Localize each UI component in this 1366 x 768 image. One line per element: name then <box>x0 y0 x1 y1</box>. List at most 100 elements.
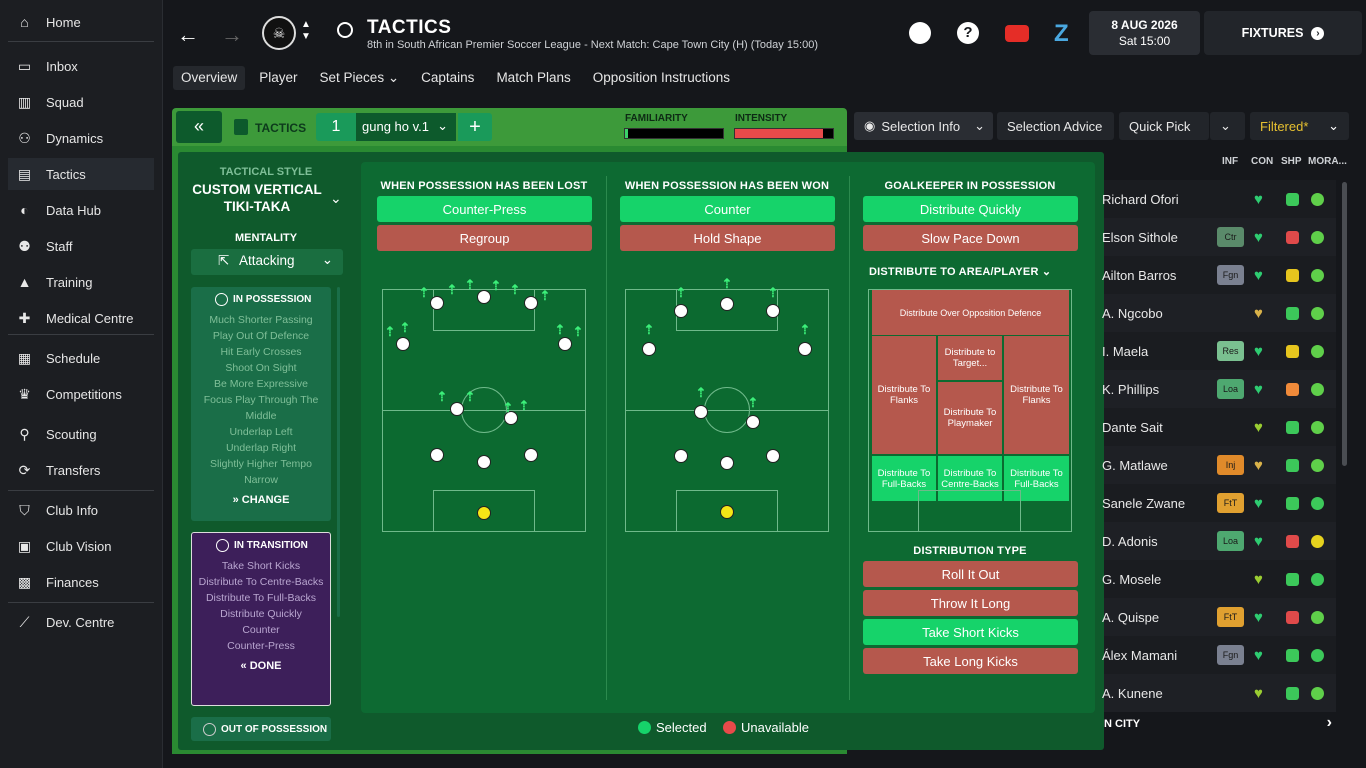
player-list-scrollbar[interactable] <box>1342 182 1347 466</box>
column-header[interactable]: SHP <box>1281 156 1302 167</box>
regroup-button[interactable]: Regroup <box>377 225 592 251</box>
sidebar-item-inbox[interactable]: ▭ Inbox <box>8 50 154 82</box>
sidebar-item-data-hub[interactable]: ◐ Data Hub <box>8 194 154 226</box>
tab-opposition-instructions[interactable]: Opposition Instructions <box>585 66 738 90</box>
sidebar-item-staff[interactable]: ⚉ Staff <box>8 230 154 262</box>
in-transition-box[interactable]: IN TRANSITION Take Short Kicks Distribute… <box>191 532 331 706</box>
table-row[interactable]: A. Kunene ♥ <box>1102 674 1336 712</box>
column-header[interactable]: MORA... <box>1308 156 1347 167</box>
tactical-style-name[interactable]: CUSTOM VERTICAL TIKI-TAKA <box>192 182 322 214</box>
zone-flanks-left[interactable]: Distribute To Flanks <box>872 336 936 454</box>
status-badge[interactable]: FtT <box>1217 607 1244 627</box>
status-badge[interactable]: Loa <box>1217 531 1244 551</box>
roll-it-out-button[interactable]: Roll It Out <box>863 561 1078 587</box>
out-of-possession-box[interactable]: OUT OF POSSESSION <box>191 717 331 741</box>
status-badge[interactable]: Inj <box>1217 455 1244 475</box>
table-row[interactable]: A. Quispe FtT ♥ <box>1102 598 1336 636</box>
counter-press-button[interactable]: Counter-Press <box>377 196 592 222</box>
status-badge[interactable]: Res <box>1217 341 1244 361</box>
zendesk-z-icon[interactable]: Z <box>1054 20 1069 47</box>
distribute-area-title[interactable]: DISTRIBUTE TO AREA/PLAYER ⌄ <box>869 265 1079 278</box>
tab-player[interactable]: Player <box>251 66 305 90</box>
status-badge[interactable]: Fgn <box>1217 265 1244 285</box>
crest-switch-icon[interactable]: ▲ ▼ <box>301 19 311 42</box>
sidebar-item-club-info[interactable]: ⛉ Club Info <box>8 494 154 526</box>
player-name[interactable]: A. Quispe <box>1102 609 1160 625</box>
table-row[interactable]: D. Adonis Loa ♥ <box>1102 522 1336 560</box>
sidebar-item-transfers[interactable]: ⟳ Transfers <box>8 454 154 486</box>
fixtures-button[interactable]: FIXTURES › <box>1204 11 1362 55</box>
quick-pick-button[interactable]: Quick Pick <box>1119 112 1209 140</box>
style-chevron-icon[interactable]: ⌄ <box>330 190 342 206</box>
table-row[interactable]: Richard Ofori ♥ <box>1102 180 1336 218</box>
player-name[interactable]: D. Adonis <box>1102 533 1158 549</box>
sidebar-item-club-vision[interactable]: ▣ Club Vision <box>8 530 154 562</box>
player-name[interactable]: Dante Sait <box>1102 419 1163 435</box>
player-name[interactable]: Elson Sithole <box>1102 229 1178 245</box>
tab-overview[interactable]: Overview <box>173 66 246 90</box>
mentality-dropdown[interactable]: ⇱ Attacking ⌄ <box>191 249 343 275</box>
tab-captains[interactable]: Captains <box>413 66 482 90</box>
take-short-kicks-button[interactable]: Take Short Kicks <box>863 619 1078 645</box>
help-icon[interactable]: ? <box>957 22 979 44</box>
throw-it-long-button[interactable]: Throw It Long <box>863 590 1078 616</box>
table-row[interactable]: Ailton Barros Fgn ♥ <box>1102 256 1336 294</box>
zone-fullbacks-right[interactable]: Distribute To Full-Backs <box>1004 456 1069 501</box>
table-row[interactable]: A. Ngcobo ♥ <box>1102 294 1336 332</box>
quick-pick-dropdown[interactable]: ⌄ <box>1210 112 1245 140</box>
zone-flanks-right[interactable]: Distribute To Flanks <box>1004 336 1069 454</box>
table-row[interactable]: G. Matlawe Inj ♥ <box>1102 446 1336 484</box>
sidebar-item-scouting[interactable]: ⚲ Scouting <box>8 418 154 450</box>
table-row[interactable]: K. Phillips Loa ♥ <box>1102 370 1336 408</box>
change-button[interactable]: » CHANGE <box>232 494 290 506</box>
add-tactic-button[interactable]: + <box>458 113 492 141</box>
player-name[interactable]: I. Maela <box>1102 343 1149 359</box>
collapse-button[interactable]: « <box>176 111 222 143</box>
sidebar-item-medical-centre[interactable]: ✚ Medical Centre <box>8 302 154 334</box>
club-crest-icon[interactable]: ☠ <box>262 16 296 50</box>
scrollbar[interactable] <box>337 287 340 617</box>
column-header[interactable]: INF <box>1222 156 1239 167</box>
table-row[interactable]: Dante Sait ♥ <box>1102 408 1336 446</box>
zone-target[interactable]: Distribute to Target... <box>938 336 1002 380</box>
player-name[interactable]: Sanele Zwane <box>1102 495 1186 511</box>
selection-info-dropdown[interactable]: ◉ Selection Info ⌄ <box>854 112 993 140</box>
counter-button[interactable]: Counter <box>620 196 835 222</box>
player-name[interactable]: G. Mosele <box>1102 571 1162 587</box>
player-name[interactable]: A. Kunene <box>1102 685 1163 701</box>
sidebar-item-squad[interactable]: ▥ Squad <box>8 86 154 118</box>
table-row[interactable]: Elson Sithole Ctr ♥ <box>1102 218 1336 256</box>
status-badge[interactable]: FtT <box>1217 493 1244 513</box>
tactic-name-dropdown[interactable]: gung ho v.1 ⌄ <box>356 113 456 141</box>
column-header[interactable]: CON <box>1251 156 1274 167</box>
opponent-footer[interactable]: N CITY › <box>1104 710 1336 738</box>
in-possession-box[interactable]: IN POSSESSION Much Shorter Passing Play O… <box>191 287 331 521</box>
zone-over-defence[interactable]: Distribute Over Opposition Defence <box>872 290 1069 335</box>
done-button[interactable]: « DONE <box>240 660 282 672</box>
sidebar-item-training[interactable]: ▲ Training <box>8 266 154 298</box>
tab-match-plans[interactable]: Match Plans <box>488 66 578 90</box>
table-row[interactable]: Álex Mamani Fgn ♥ <box>1102 636 1336 674</box>
tab-set-pieces[interactable]: Set Pieces ⌄ <box>312 66 408 90</box>
status-badge[interactable]: Fgn <box>1217 645 1244 665</box>
back-arrow-icon[interactable]: ← <box>177 22 199 47</box>
take-long-kicks-button[interactable]: Take Long Kicks <box>863 648 1078 674</box>
status-badge[interactable]: Loa <box>1217 379 1244 399</box>
forward-arrow-icon[interactable]: → <box>221 22 243 47</box>
player-name[interactable]: G. Matlawe <box>1102 457 1168 473</box>
search-icon[interactable] <box>337 22 353 38</box>
player-name[interactable]: Álex Mamani <box>1102 647 1178 663</box>
player-name[interactable]: Richard Ofori <box>1102 191 1179 207</box>
youtube-icon[interactable] <box>1005 25 1029 42</box>
sidebar-item-home[interactable]: ⌂ Home <box>8 6 154 38</box>
zone-centre-backs[interactable]: Distribute To Centre-Backs <box>938 456 1002 501</box>
hold-shape-button[interactable]: Hold Shape <box>620 225 835 251</box>
zone-fullbacks-left[interactable]: Distribute To Full-Backs <box>872 456 936 501</box>
player-name[interactable]: A. Ngcobo <box>1102 305 1163 321</box>
distribute-quickly-button[interactable]: Distribute Quickly <box>863 196 1078 222</box>
sidebar-item-dev-centre[interactable]: ⟋ Dev. Centre <box>8 606 154 638</box>
table-row[interactable]: G. Mosele ♥ <box>1102 560 1336 598</box>
player-name[interactable]: Ailton Barros <box>1102 267 1177 283</box>
table-row[interactable]: I. Maela Res ♥ <box>1102 332 1336 370</box>
sidebar-item-dynamics[interactable]: ⚇ Dynamics <box>8 122 154 154</box>
